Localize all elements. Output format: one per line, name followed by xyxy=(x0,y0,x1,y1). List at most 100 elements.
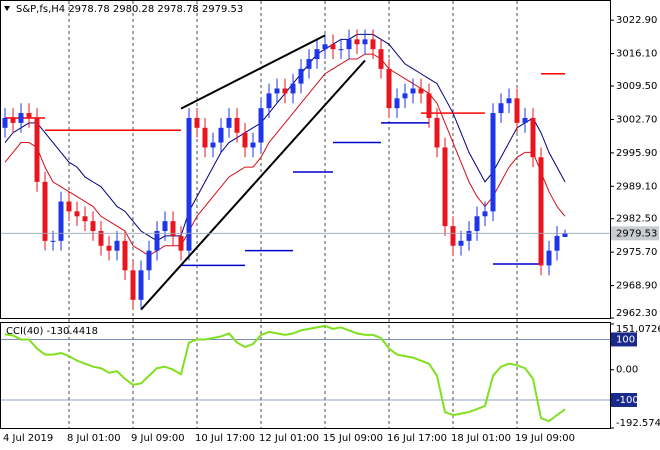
x-tick-label: 8 Jul 01:00 xyxy=(67,433,121,444)
candle-body xyxy=(282,88,288,94)
candle-body xyxy=(522,117,528,123)
candle-body xyxy=(42,181,48,241)
candle-body xyxy=(202,127,208,148)
candle-body xyxy=(498,103,504,114)
candle-body xyxy=(554,235,560,251)
candle-body xyxy=(90,221,96,232)
candle-body xyxy=(482,211,488,217)
x-tick-label: 16 Jul 17:00 xyxy=(387,433,447,444)
candle-body xyxy=(506,98,512,104)
x-tick-label: 19 Jul 09:00 xyxy=(515,433,575,444)
candle-body xyxy=(434,117,440,148)
candle-body xyxy=(138,270,144,300)
y-tick-label: 2962.30 xyxy=(616,308,657,319)
candle-body xyxy=(178,235,184,251)
candle-body xyxy=(122,240,128,271)
cci-panel-frame xyxy=(0,322,611,429)
candle-body xyxy=(490,113,496,212)
y-tick-label: 2968.90 xyxy=(616,281,657,292)
x-tick-label: 4 Jul 2019 xyxy=(3,433,53,444)
candle-body xyxy=(370,39,376,50)
candle-body xyxy=(562,233,568,238)
x-tick-label: 15 Jul 09:00 xyxy=(323,433,383,444)
candle-body xyxy=(266,93,272,109)
price-panel-frame xyxy=(0,0,611,319)
y-tick-label: 3022.90 xyxy=(616,15,657,26)
candle-body xyxy=(338,49,344,51)
price-label: 2979.53 xyxy=(616,228,657,239)
candle-body xyxy=(218,127,224,143)
candle-body xyxy=(330,44,336,50)
candle-body xyxy=(210,142,216,148)
candle-body xyxy=(474,216,480,232)
candle-body xyxy=(322,44,328,50)
candle-body xyxy=(394,98,400,109)
y-tick-label: 3009.50 xyxy=(616,81,657,92)
moving-average xyxy=(4,53,566,257)
candle-body xyxy=(546,250,552,266)
candle-body xyxy=(306,59,312,69)
level-label-box xyxy=(611,392,637,407)
x-tick-label: 10 Jul 17:00 xyxy=(195,433,255,444)
candle-body xyxy=(450,226,456,246)
trendline xyxy=(180,34,326,110)
candle-body xyxy=(466,231,472,241)
y-tick-label: 2989.10 xyxy=(616,181,657,192)
candle-body xyxy=(354,39,360,45)
candle-body xyxy=(162,221,168,232)
cci-line xyxy=(4,324,566,423)
candle-body xyxy=(58,201,64,241)
candle-body xyxy=(458,240,464,246)
candle-body xyxy=(346,39,352,50)
y-tick-label: 3016.10 xyxy=(616,49,657,60)
candle-body xyxy=(274,88,280,94)
candle-body xyxy=(2,117,8,128)
y-tick-label: 151.0726 xyxy=(616,324,660,335)
candle-body xyxy=(194,117,200,128)
trendline xyxy=(140,59,366,311)
candle-body xyxy=(170,221,176,236)
candle-body xyxy=(74,211,80,217)
level-label-box xyxy=(611,332,637,347)
candle-body xyxy=(146,250,152,271)
x-tick-label: 9 Jul 09:00 xyxy=(131,433,185,444)
candle-body xyxy=(410,88,416,94)
candle-body xyxy=(34,117,40,182)
candle-body xyxy=(186,117,192,251)
candle-body xyxy=(290,83,296,94)
candle-body xyxy=(226,117,232,128)
candle-body xyxy=(298,68,304,84)
y-tick-label: 2975.70 xyxy=(616,247,657,258)
x-tick-label: 18 Jul 01:00 xyxy=(451,433,511,444)
y-tick-label: 0.00 xyxy=(616,365,638,376)
candle-body xyxy=(426,93,432,118)
candle-body xyxy=(114,240,120,251)
candle-body xyxy=(362,39,368,45)
candle-body xyxy=(242,132,248,148)
candle-body xyxy=(82,216,88,222)
candle-body xyxy=(66,201,72,212)
candle-body xyxy=(514,98,520,123)
candle-body xyxy=(250,142,256,148)
y-tick-label: 2982.50 xyxy=(616,214,657,225)
candle-body xyxy=(130,270,136,300)
candle-body xyxy=(98,231,104,246)
y-tick-label: -192.5741 xyxy=(616,418,660,429)
candle-body xyxy=(442,147,448,227)
title-arrow xyxy=(4,6,10,11)
candle-body xyxy=(10,117,16,123)
cci-title: CCI(40) -130.4418 xyxy=(6,326,98,337)
x-tick-label: 12 Jul 01:00 xyxy=(259,433,319,444)
y-tick-label: 2995.90 xyxy=(616,148,657,159)
price-label-box xyxy=(611,226,659,241)
chart-title: S&P,fs,H4 2978.78 2980.28 2978.78 2979.5… xyxy=(16,4,243,15)
candle-body xyxy=(314,49,320,60)
candle-body xyxy=(154,231,160,251)
candle-body xyxy=(386,68,392,109)
candle-body xyxy=(106,245,112,251)
candle-body xyxy=(538,157,544,266)
y-tick-label: 100 xyxy=(616,334,635,345)
